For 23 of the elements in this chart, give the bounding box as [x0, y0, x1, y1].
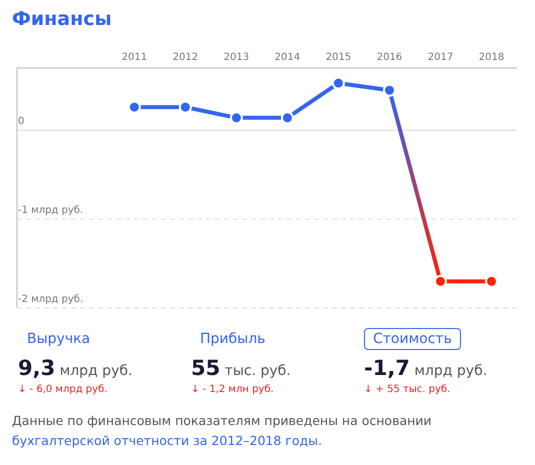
text: бухгалтерской отчетности за 2012–2018 годы.: [12, 433, 322, 448]
x-tick-label: 2011: [122, 52, 148, 63]
text: Прибыль: [199, 330, 266, 349]
text: ↓ - 6,0 млрд руб.: [18, 384, 108, 395]
chart-title: Финансы: [11, 8, 113, 32]
text: Данные по финансовым показателям приведены на основании: [12, 413, 432, 428]
text: -1,7 млрд руб.: [364, 356, 488, 380]
y-tick-label: 0: [18, 116, 24, 128]
text: 55 тыс. руб.: [191, 356, 291, 380]
x-tick-label: 2016: [376, 52, 402, 63]
x-tick-label: 2015: [326, 52, 352, 63]
y-tick-label: -2 млрд руб.: [18, 294, 84, 305]
x-tick-label: 2013: [224, 52, 250, 63]
text: Выручка: [26, 330, 92, 349]
x-tick-label: 2018: [478, 52, 504, 63]
text: ↓ + 55 тыс. руб.: [364, 384, 452, 395]
y-tick-label: -1 млрд руб.: [18, 205, 84, 216]
x-tick-label: 2014: [274, 52, 300, 63]
x-tick-label: 2012: [172, 52, 198, 63]
text: ↓ - 1,2 млн руб.: [191, 384, 275, 395]
text: Стоимость: [364, 328, 461, 350]
x-tick-label: 2017: [428, 52, 454, 63]
text: 9,3 млрд руб.: [18, 356, 132, 380]
